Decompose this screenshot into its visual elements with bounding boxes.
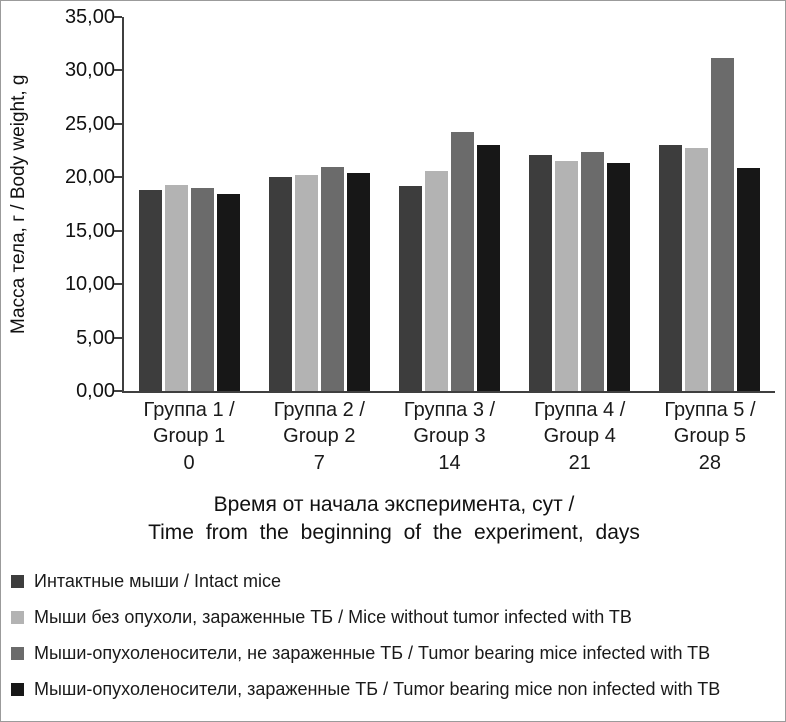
bar	[190, 187, 214, 391]
category-label: Группа 5 /Group 5	[664, 399, 756, 447]
bar	[581, 151, 605, 391]
bar	[711, 57, 735, 391]
bar	[138, 190, 162, 391]
bar	[529, 154, 553, 391]
y-tick-mark	[114, 229, 122, 232]
bar	[477, 145, 500, 391]
legend-swatch	[11, 646, 24, 660]
legend-swatch	[11, 682, 24, 696]
bar	[659, 145, 683, 391]
bar	[294, 175, 318, 391]
y-tick-mark	[114, 390, 122, 392]
day-label: 0	[183, 452, 195, 474]
bar-group	[515, 17, 645, 391]
category-label: Группа 1 /Group 1	[143, 399, 235, 447]
y-tick-mark	[114, 283, 122, 286]
day-label: 7	[313, 452, 325, 474]
y-tick-label: 25,00	[64, 112, 115, 135]
bar-group	[124, 17, 254, 391]
legend-label: Мыши без опухоли, зараженные ТБ / Mice w…	[34, 606, 632, 627]
category-label: Группа 2 /Group 2	[273, 399, 365, 447]
category-label: Группа 4 /Group 4	[534, 399, 626, 447]
legend-item: Мыши без опухоли, зараженные ТБ / Mice w…	[11, 599, 781, 635]
x-axis-title-line1: Время от начала эксперимента, сут /	[213, 493, 575, 516]
category-label: Группа 3 /Group 3	[403, 399, 496, 447]
legend-item: Мыши-опухоленосители, зараженные ТБ / Tu…	[11, 671, 781, 707]
x-axis-title-line2: Time from the beginning of the experimen…	[148, 521, 640, 544]
bar	[425, 170, 448, 391]
bar	[164, 184, 188, 391]
x-axis-category-labels: Группа 1 /Group 1 Группа 2 /Group 2 Группа…	[124, 397, 775, 449]
y-axis-line	[122, 17, 124, 393]
bar	[555, 161, 579, 391]
y-tick-label: 0,00	[76, 380, 115, 402]
x-axis-day-labels: 0 7 14 21 28	[124, 450, 775, 476]
y-tick-mark	[114, 122, 122, 125]
bar-group	[645, 17, 775, 391]
legend-item: Мыши-опухоленосители, не зараженные ТБ /…	[11, 635, 781, 671]
legend-item: Интактные мыши / Intact mice	[11, 563, 781, 599]
day-label: 28	[698, 452, 722, 474]
legend-label: Интактные мыши / Intact mice	[34, 570, 281, 591]
bar	[607, 163, 631, 391]
legend-label: Мыши-опухоленосители, зараженные ТБ / Tu…	[34, 678, 721, 699]
legend: Интактные мыши / Intact mice Мыши без опу…	[11, 563, 781, 707]
bar-group	[254, 17, 384, 391]
y-tick-label: 35,00	[64, 6, 115, 28]
y-tick-label: 20,00	[64, 166, 115, 189]
plot-area	[124, 17, 775, 391]
bar	[268, 177, 292, 391]
bar	[216, 194, 240, 391]
y-tick-label: 15,00	[64, 219, 115, 242]
bar	[451, 132, 474, 391]
day-label: 21	[568, 452, 591, 474]
bar	[346, 173, 370, 391]
day-label: 14	[438, 452, 461, 474]
bar-group	[384, 17, 514, 391]
y-tick-label: 30,00	[64, 59, 115, 82]
bar	[399, 185, 422, 391]
legend-swatch	[11, 610, 24, 624]
legend-swatch	[11, 574, 24, 588]
y-tick-mark	[114, 69, 122, 72]
y-tick-label: 10,00	[64, 273, 115, 296]
bar	[320, 166, 344, 391]
y-tick-mark	[114, 336, 122, 339]
y-tick-label: 5,00	[76, 326, 115, 349]
y-tick-mark	[114, 176, 122, 179]
x-axis-line	[122, 391, 775, 393]
bar	[737, 167, 761, 391]
y-tick-mark	[114, 16, 122, 18]
bar	[685, 148, 709, 391]
legend-label: Мыши-опухоленосители, не зараженные ТБ /…	[34, 642, 711, 663]
x-axis-title: Время от начала эксперимента, сут / Time…	[1, 491, 785, 547]
